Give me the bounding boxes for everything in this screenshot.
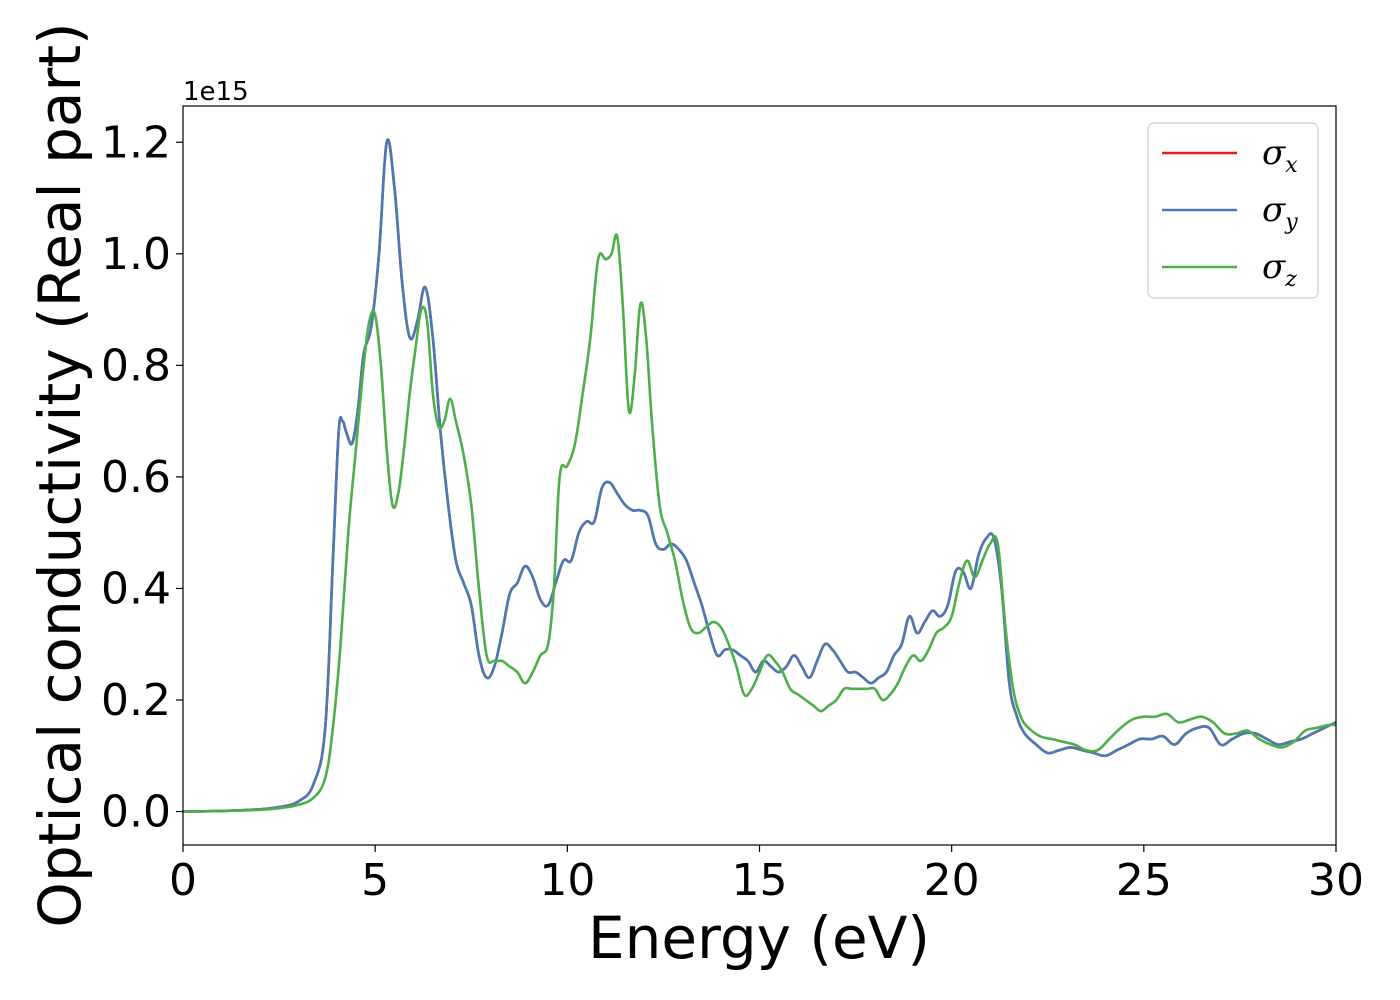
- y-offset-label: 1e15: [183, 77, 249, 107]
- y-tick-label: 0.4: [101, 563, 171, 614]
- y-tick-label: 0.0: [101, 787, 171, 838]
- x-tick-label: 30: [1308, 855, 1364, 906]
- y-axis: 0.0 0.2 0.4 0.6 0.8 1.0 1.2: [101, 117, 183, 838]
- y-tick-label: 1.0: [101, 229, 171, 280]
- x-axis-label: Energy (eV): [588, 904, 930, 972]
- x-tick-label: 15: [732, 855, 788, 906]
- y-tick-label: 0.6: [101, 452, 171, 503]
- y-tick-label: 1.2: [101, 117, 171, 168]
- x-tick-label: 25: [1116, 855, 1172, 906]
- series-layer: [183, 138, 1336, 813]
- x-tick-label: 5: [361, 855, 389, 906]
- legend: σx σy σz: [1147, 122, 1319, 299]
- x-tick-label: 10: [539, 855, 595, 906]
- y-tick-label: 0.8: [101, 340, 171, 391]
- series-line-z: [183, 233, 1336, 813]
- x-axis: 0 5 10 15 20 25 30: [169, 845, 1364, 906]
- legend-label-x: σx: [1262, 133, 1298, 178]
- x-tick-label: 20: [924, 855, 980, 906]
- x-tick-label: 0: [169, 855, 197, 906]
- legend-label-z: σz: [1262, 247, 1297, 292]
- legend-label-y: σy: [1262, 190, 1298, 235]
- y-axis-label: Optical conductivity (Real part): [26, 22, 94, 927]
- y-tick-label: 0.2: [101, 675, 171, 726]
